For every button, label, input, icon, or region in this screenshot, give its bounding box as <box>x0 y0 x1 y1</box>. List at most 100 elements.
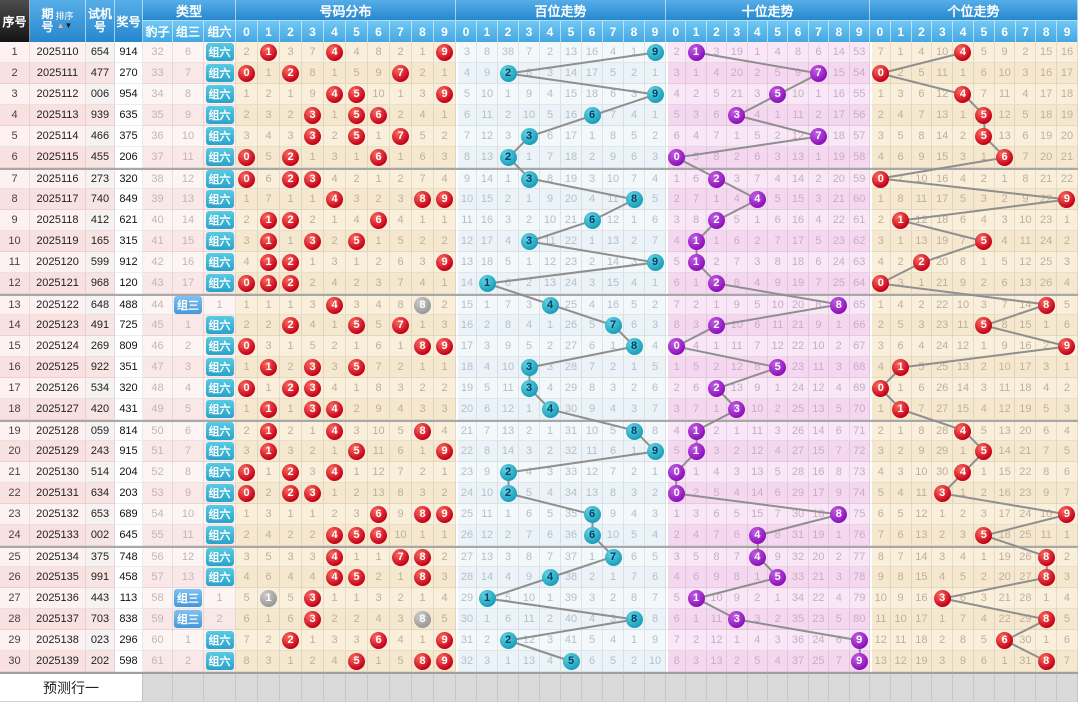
tens-cell: 5 <box>767 84 789 105</box>
sort-control[interactable]: 排序 ▲▼ <box>56 12 74 31</box>
hundreds-cell: 3 <box>456 42 477 63</box>
units-cell: 4 <box>953 84 974 105</box>
units-cell: 1 <box>994 170 1016 189</box>
units-cell: 12 <box>953 336 974 357</box>
dist-cell: 3 <box>390 378 412 399</box>
tens-cell: 4 <box>666 422 687 441</box>
sort-desc-icon[interactable]: ▼ <box>64 21 73 30</box>
zuliu-cell: 2 <box>204 609 236 630</box>
dist-cell: 3 <box>302 231 324 252</box>
table-row: 19 2025128 059 814 50 6 组六 2 1 2 1 4 3 10 5 8 4 21 7 13 2 1 31… <box>0 420 1078 441</box>
dist-hit-circle: 8 <box>414 652 431 670</box>
units-cell: 4 <box>932 567 954 588</box>
tens-cell: 7 <box>767 504 789 525</box>
hundreds-hit-circle: 6 <box>583 505 601 523</box>
hundreds-cell: 2 <box>624 231 645 252</box>
units-cell: 4 <box>994 231 1016 252</box>
units-cell: 6 <box>994 273 1016 294</box>
zusan-cell: 10 <box>173 504 204 525</box>
hundreds-cell: 3 <box>519 170 540 189</box>
zuliu-cell: 组六 <box>204 147 236 168</box>
hundreds-cell: 11 <box>582 441 603 462</box>
units-hit-circle: 9 <box>1058 337 1076 355</box>
units-cell: 2 <box>869 210 891 231</box>
tens-cell: 23 <box>808 609 830 630</box>
tens-cell: 77 <box>849 548 870 567</box>
hundreds-cell: 5 <box>498 588 519 609</box>
units-cell: 5 <box>1015 105 1037 126</box>
sort-asc-icon[interactable]: ▲ <box>56 21 65 30</box>
tens-cell: 3 <box>727 462 748 483</box>
hundreds-cell: 2 <box>477 630 498 651</box>
table-row: 23 2025132 653 689 54 10 组六 1 3 1 1 2 3 6 9 8 9 25 11 1 6 5 35… <box>0 504 1078 525</box>
hundreds-cell: 6 <box>540 525 561 546</box>
table-row: 17 2025126 534 320 48 4 组六 0 1 2 3 4 1 8 3 2 2 19 5 11 3 4 29 8… <box>0 378 1078 399</box>
hundreds-cell: 3 <box>624 84 645 105</box>
units-cell: 16 <box>911 588 933 609</box>
period-cell: 2025119 <box>30 231 86 252</box>
test-number-cell: 243 <box>86 441 115 462</box>
hundreds-cell: 2 <box>540 336 561 357</box>
tens-cell: 25 <box>829 273 850 294</box>
dist-cell: 5 <box>346 357 368 378</box>
hundreds-cell: 5 <box>624 525 645 546</box>
units-cell: 13 <box>932 105 954 126</box>
dist-cell: 0 <box>236 273 258 294</box>
zuliu-cell: 组六 <box>204 252 236 273</box>
footer-cell <box>540 674 561 701</box>
tens-cell: 7 <box>706 525 728 546</box>
zusan-cell: 组三 <box>173 588 204 609</box>
hundreds-cell: 41 <box>561 630 582 651</box>
dist-hit-circle: 7 <box>392 548 409 566</box>
hundreds-cell: 22 <box>456 441 477 462</box>
footer-cell <box>302 674 324 701</box>
hundreds-cell: 2 <box>498 462 519 483</box>
hundreds-cell: 1 <box>519 399 540 420</box>
tens-cell: 1 <box>829 315 850 336</box>
dist-cell: 2 <box>258 315 280 336</box>
hundreds-cell: 6 <box>603 84 624 105</box>
hundreds-cell: 7 <box>519 525 540 546</box>
dist-hit-circle: 4 <box>326 85 343 103</box>
units-cell: 20 <box>1036 147 1058 168</box>
dist-cell: 4 <box>324 399 346 420</box>
units-cell: 13 <box>911 231 933 252</box>
dist-cell: 2 <box>280 525 302 546</box>
tens-cell: 8 <box>747 357 768 378</box>
zuliu-badge: 组六 <box>205 85 234 103</box>
tens-hit-circle: 7 <box>809 64 827 82</box>
tens-cell: 22 <box>808 588 830 609</box>
dist-hit-circle: 2 <box>282 170 299 188</box>
dist-cell: 4 <box>324 422 346 441</box>
digit-column-header: 4 <box>540 21 561 42</box>
dist-cell: 3 <box>324 252 346 273</box>
tens-cell: 13 <box>747 462 768 483</box>
digit-column-header: 7 <box>390 21 412 42</box>
tens-cell: 9 <box>808 315 830 336</box>
dist-cell: 2 <box>346 609 368 630</box>
tens-cell: 3 <box>686 105 707 126</box>
test-number-cell: 599 <box>86 252 115 273</box>
dist-cell: 2 <box>390 588 412 609</box>
dist-hit-circle: 9 <box>436 253 453 271</box>
digit-column-header: 3 <box>519 21 540 42</box>
period-cell: 2025116 <box>30 170 86 189</box>
tens-cell: 2 <box>829 548 850 567</box>
units-cell: 23 <box>1015 483 1037 504</box>
tens-hit-circle: 2 <box>707 170 725 188</box>
units-cell: 18 <box>1036 105 1058 126</box>
dist-cell: 1 <box>258 357 280 378</box>
hundreds-cell: 1 <box>519 252 540 273</box>
hundreds-cell: 14 <box>561 63 582 84</box>
tens-cell: 79 <box>849 588 870 609</box>
units-cell: 8 <box>1036 609 1058 630</box>
hundreds-cell: 4 <box>540 483 561 504</box>
tens-cell: 5 <box>767 357 789 378</box>
hundreds-cell: 16 <box>477 210 498 231</box>
hundreds-cell: 8 <box>624 588 645 609</box>
dist-cell: 3 <box>236 548 258 567</box>
hundreds-cell: 39 <box>561 588 582 609</box>
dist-hit-circle: 4 <box>326 548 343 566</box>
hundreds-cell: 4 <box>624 273 645 294</box>
dist-cell: 1 <box>280 504 302 525</box>
